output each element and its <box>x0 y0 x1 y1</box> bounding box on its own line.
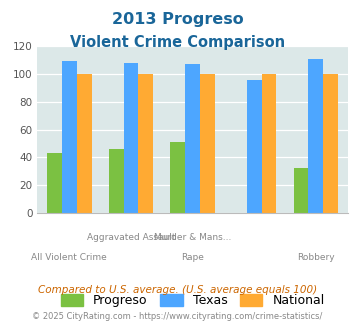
Text: Compared to U.S. average. (U.S. average equals 100): Compared to U.S. average. (U.S. average … <box>38 285 317 295</box>
Text: Aggravated Assault: Aggravated Assault <box>87 233 175 242</box>
Bar <box>323 74 338 213</box>
Bar <box>62 61 77 213</box>
Legend: Progreso, Texas, National: Progreso, Texas, National <box>56 289 329 312</box>
Text: Violent Crime Comparison: Violent Crime Comparison <box>70 35 285 50</box>
Bar <box>47 153 62 213</box>
Text: Robbery: Robbery <box>297 253 335 262</box>
Bar <box>77 74 92 213</box>
Bar <box>308 59 323 213</box>
Bar <box>200 74 215 213</box>
Bar <box>294 168 308 213</box>
Bar <box>124 63 138 213</box>
Text: Murder & Mans...: Murder & Mans... <box>154 233 231 242</box>
Text: Rape: Rape <box>181 253 204 262</box>
Text: © 2025 CityRating.com - https://www.cityrating.com/crime-statistics/: © 2025 CityRating.com - https://www.city… <box>32 312 323 321</box>
Bar <box>138 74 153 213</box>
Bar <box>170 142 185 213</box>
Bar <box>247 80 262 213</box>
Text: 2013 Progreso: 2013 Progreso <box>111 12 244 26</box>
Text: All Violent Crime: All Violent Crime <box>32 253 107 262</box>
Bar <box>262 74 277 213</box>
Bar <box>185 64 200 213</box>
Bar <box>109 149 124 213</box>
